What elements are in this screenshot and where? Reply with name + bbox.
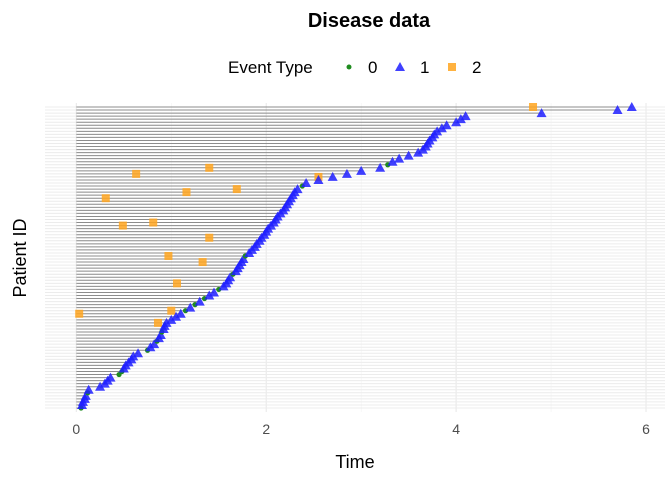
event-type-2-marker xyxy=(132,169,141,178)
event-type-1-marker xyxy=(175,308,186,318)
event-type-1-marker xyxy=(185,302,196,312)
event-markers xyxy=(75,102,637,411)
event-type-1-marker xyxy=(413,147,424,157)
event-type-1-marker xyxy=(225,272,236,282)
legend-square-icon xyxy=(448,63,456,71)
event-type-1-marker xyxy=(432,126,443,136)
y-axis-label: Patient ID xyxy=(10,218,30,297)
event-type-2-marker xyxy=(182,188,191,197)
event-type-1-marker xyxy=(149,339,160,349)
event-type-1-marker xyxy=(194,296,205,306)
event-type-1-marker xyxy=(394,153,405,163)
event-type-1-marker xyxy=(612,105,623,115)
event-type-1-marker xyxy=(341,168,352,178)
event-type-2-marker xyxy=(101,194,110,203)
event-type-2-marker xyxy=(205,163,214,172)
legend-triangle-icon xyxy=(395,62,405,71)
event-type-2-marker xyxy=(172,279,181,288)
event-type-1-marker xyxy=(436,123,447,133)
event-type-1-marker xyxy=(133,348,144,358)
event-type-1-marker xyxy=(375,162,386,172)
event-type-1-marker xyxy=(327,171,338,181)
event-type-1-marker xyxy=(441,120,452,130)
x-tick-label: 6 xyxy=(642,421,650,437)
event-type-1-marker xyxy=(238,254,249,264)
legend: Event Type 0 1 2 xyxy=(228,58,481,77)
event-type-1-marker xyxy=(460,111,471,121)
event-type-1-marker xyxy=(455,114,466,124)
event-type-1-marker xyxy=(626,102,637,111)
event-type-1-marker xyxy=(161,317,172,327)
event-type-1-marker xyxy=(387,156,398,166)
x-tick-label: 0 xyxy=(72,421,80,437)
event-type-1-marker xyxy=(95,381,106,391)
event-type-2-marker xyxy=(198,258,207,267)
event-type-1-marker xyxy=(166,314,177,324)
x-axis-label: Time xyxy=(335,452,374,472)
chart-title: Disease data xyxy=(308,10,431,32)
legend-circle-icon xyxy=(346,64,352,70)
event-type-1-marker xyxy=(313,174,324,184)
event-type-1-marker xyxy=(83,384,94,394)
event-type-1-marker xyxy=(292,184,303,194)
event-type-2-marker xyxy=(205,233,214,242)
legend-title: Event Type xyxy=(228,58,313,77)
legend-label-2: 2 xyxy=(472,58,481,77)
event-type-1-marker xyxy=(204,290,215,300)
event-type-2-marker xyxy=(529,103,538,111)
event-type-1-marker xyxy=(403,150,414,160)
x-tick-label: 2 xyxy=(262,421,270,437)
event-type-2-marker xyxy=(153,318,162,327)
grid xyxy=(75,103,647,412)
event-type-1-marker xyxy=(80,390,91,400)
patient-rows xyxy=(45,106,665,409)
event-type-1-marker xyxy=(356,165,367,175)
x-tick-label: 4 xyxy=(452,421,460,437)
event-type-2-marker xyxy=(167,306,176,315)
event-type-1-marker xyxy=(128,351,139,361)
event-type-2-marker xyxy=(164,251,173,260)
event-type-2-marker xyxy=(75,309,84,318)
event-type-1-marker xyxy=(209,287,220,297)
event-type-1-marker xyxy=(171,311,182,321)
event-type-1-marker xyxy=(155,330,166,340)
event-type-2-marker xyxy=(232,185,241,194)
event-type-1-marker xyxy=(536,108,547,118)
legend-label-0: 0 xyxy=(368,58,377,77)
event-type-2-marker xyxy=(149,218,158,227)
event-type-1-marker xyxy=(105,372,116,382)
event-type-2-marker xyxy=(118,221,127,230)
x-ticks: 0 2 4 6 xyxy=(72,421,650,437)
event-type-1-marker xyxy=(301,178,312,188)
event-type-1-marker xyxy=(451,117,462,127)
legend-label-1: 1 xyxy=(420,58,429,77)
